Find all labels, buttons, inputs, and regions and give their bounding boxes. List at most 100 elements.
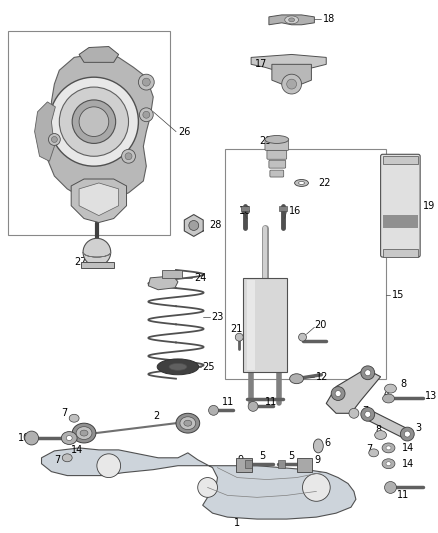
Text: 16: 16 [239,206,251,216]
FancyBboxPatch shape [267,150,287,159]
Text: 11: 11 [223,398,235,407]
Text: 23: 23 [212,312,224,322]
Text: 16: 16 [289,206,301,216]
Bar [279,206,287,211]
Circle shape [51,136,57,142]
Circle shape [361,407,374,421]
Circle shape [83,238,111,266]
Polygon shape [71,179,127,222]
Circle shape [335,391,341,397]
Polygon shape [184,215,203,236]
Polygon shape [79,183,119,215]
Text: 6: 6 [324,438,330,448]
Circle shape [97,454,120,478]
Ellipse shape [76,426,92,440]
Ellipse shape [313,439,323,453]
Text: 5: 5 [259,451,265,461]
Polygon shape [35,102,55,161]
Circle shape [404,431,410,437]
Bar [8,31,170,236]
Circle shape [49,134,60,146]
Text: 25: 25 [203,362,215,372]
Text: 8: 8 [400,378,406,389]
Text: 1: 1 [234,518,240,528]
Text: 14: 14 [71,445,83,455]
Text: 11: 11 [265,398,277,407]
Polygon shape [47,52,153,201]
Text: 24: 24 [194,273,206,283]
Polygon shape [326,369,381,413]
Ellipse shape [386,446,391,450]
Polygon shape [81,262,114,268]
Circle shape [143,111,150,118]
Polygon shape [364,410,410,438]
Circle shape [142,78,150,86]
Circle shape [59,87,128,156]
Bar [247,280,255,370]
Text: 20: 20 [314,320,327,330]
Ellipse shape [289,18,295,22]
Circle shape [365,411,371,417]
Text: 17: 17 [255,59,268,69]
Circle shape [385,481,396,494]
FancyBboxPatch shape [269,160,286,168]
Bar [236,458,252,472]
Ellipse shape [265,135,289,143]
Ellipse shape [176,413,200,433]
Text: 28: 28 [209,221,222,230]
Circle shape [25,431,39,445]
Polygon shape [269,15,314,25]
Polygon shape [148,276,178,290]
Text: 15: 15 [392,289,404,300]
Ellipse shape [80,430,88,436]
Text: 9: 9 [314,455,321,465]
Ellipse shape [295,180,308,187]
Circle shape [122,149,135,163]
Ellipse shape [62,454,72,462]
Ellipse shape [385,384,396,393]
Ellipse shape [66,435,72,440]
Ellipse shape [382,394,395,403]
Ellipse shape [180,417,196,430]
Text: 14: 14 [403,443,415,453]
Text: 3: 3 [415,423,421,433]
Text: 9: 9 [237,455,244,465]
Circle shape [248,401,258,411]
Circle shape [361,366,374,379]
Circle shape [138,74,154,90]
Bar [382,249,418,257]
Circle shape [72,100,116,143]
Ellipse shape [299,181,304,184]
Text: 7: 7 [366,444,372,454]
Polygon shape [42,448,356,519]
Bar [226,149,385,379]
Circle shape [400,427,414,441]
Text: 21: 21 [230,324,243,334]
Circle shape [331,386,345,400]
Text: 14: 14 [403,459,415,469]
Circle shape [282,74,301,94]
Bar [382,215,418,229]
Bar [297,458,312,472]
Ellipse shape [169,364,187,370]
Ellipse shape [369,449,378,457]
Ellipse shape [285,16,299,24]
FancyBboxPatch shape [381,154,420,257]
Ellipse shape [382,443,395,453]
Ellipse shape [72,423,96,443]
Circle shape [125,153,132,160]
Bar [162,270,182,278]
Circle shape [198,478,218,497]
Bar [382,156,418,164]
Circle shape [287,79,297,89]
Text: 27: 27 [74,257,87,267]
Text: 7: 7 [61,408,67,418]
Text: 7: 7 [362,406,368,416]
Circle shape [365,370,371,376]
Polygon shape [272,64,311,86]
Circle shape [49,77,138,166]
Text: 7: 7 [54,455,60,465]
Circle shape [235,333,243,341]
Text: 29: 29 [259,136,272,147]
Text: 4: 4 [384,389,390,399]
